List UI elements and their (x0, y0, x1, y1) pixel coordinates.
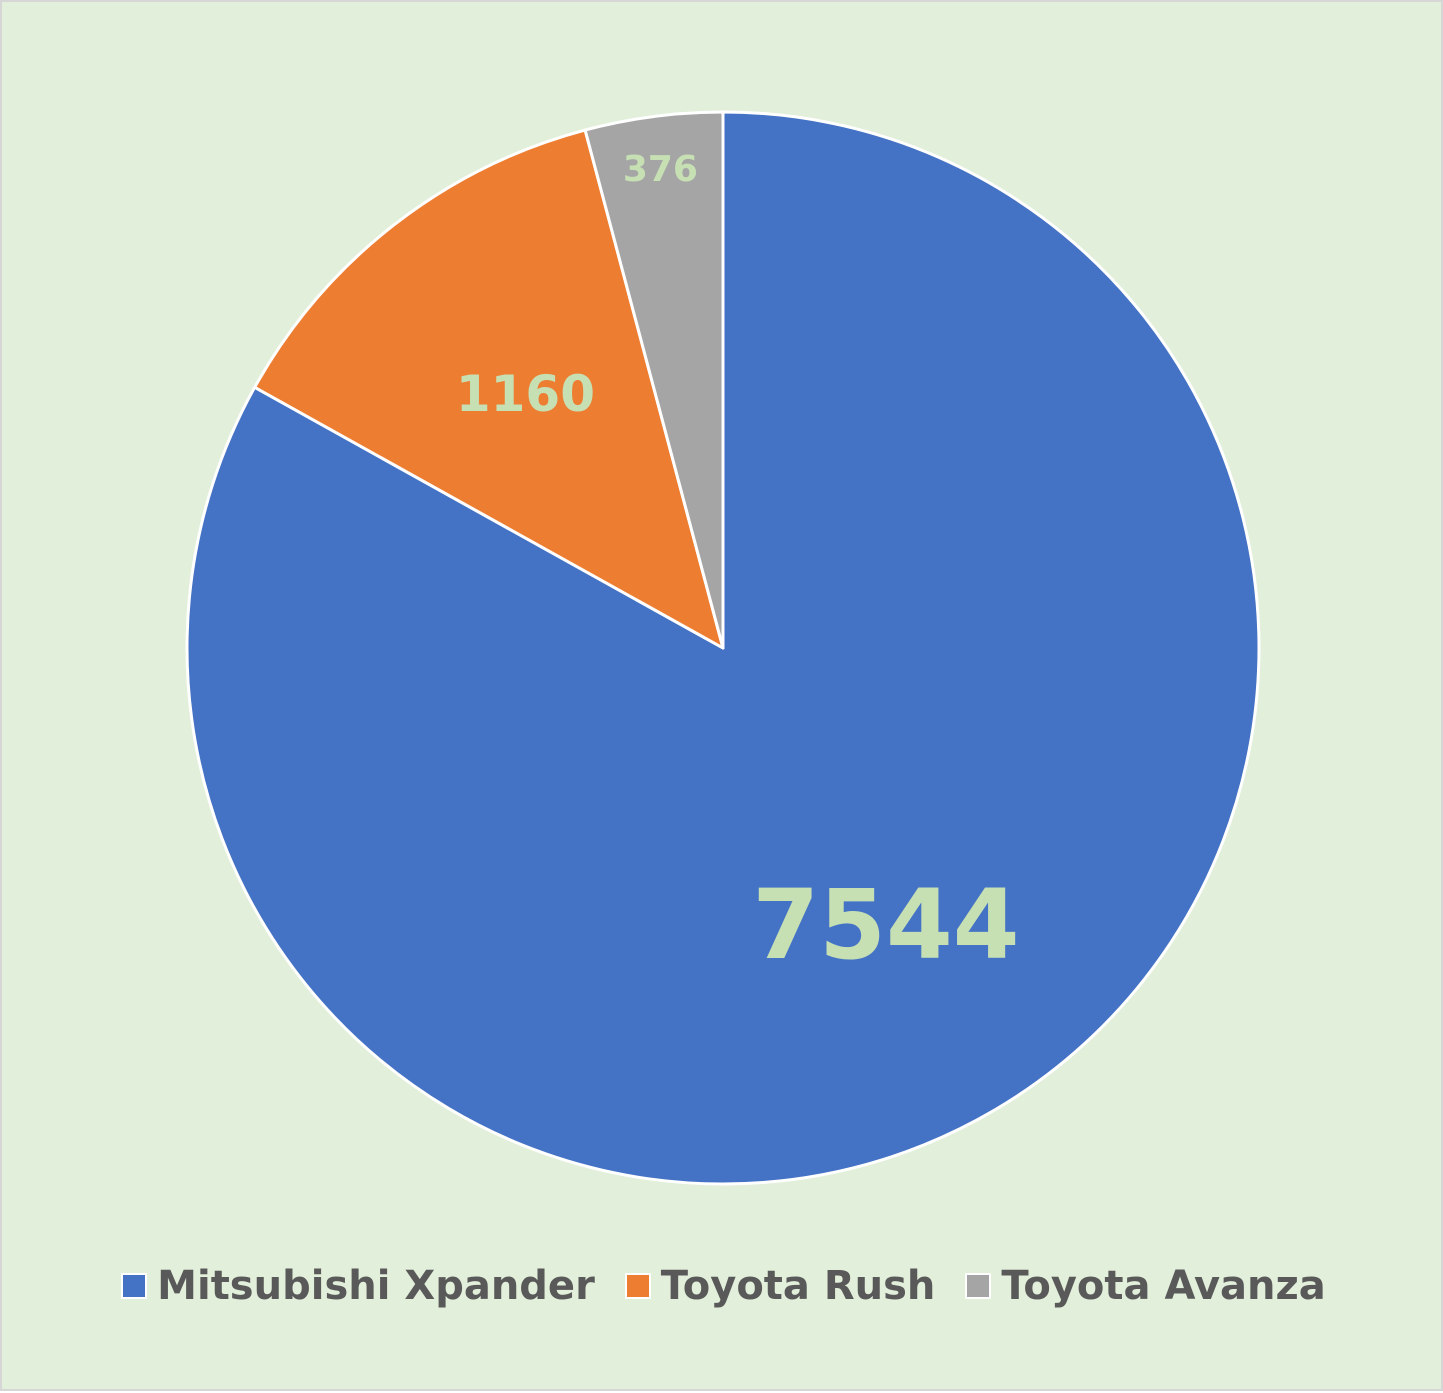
legend-entry-toyota-avanza: Toyota Avanza (965, 1263, 1326, 1309)
legend-entry-mitsubishi-xpander: Mitsubishi Xpander (121, 1263, 595, 1309)
data-label-mitsubishi-xpander: 7544 (752, 869, 1019, 981)
legend-label: Mitsubishi Xpander (157, 1263, 595, 1309)
legend: Mitsubishi Xpander Toyota Rush Toyota Avan… (2, 1256, 1443, 1316)
legend-label: Toyota Rush (660, 1263, 936, 1309)
pie-slice-toyota-rush (253, 128, 725, 650)
pie-slice-toyota-avanza (583, 110, 725, 650)
pie-data-labels: 7544 1160 376 (456, 149, 1020, 981)
data-label-toyota-avanza: 376 (623, 149, 698, 190)
legend-label: Toyota Avanza (1001, 1263, 1326, 1309)
legend-swatch (965, 1273, 992, 1299)
legend-swatch (121, 1273, 148, 1299)
data-label-toyota-rush: 1160 (456, 365, 595, 423)
legend-entry-toyota-rush: Toyota Rush (624, 1263, 936, 1309)
pie-slices (185, 110, 1261, 1186)
legend-swatch (624, 1273, 651, 1299)
